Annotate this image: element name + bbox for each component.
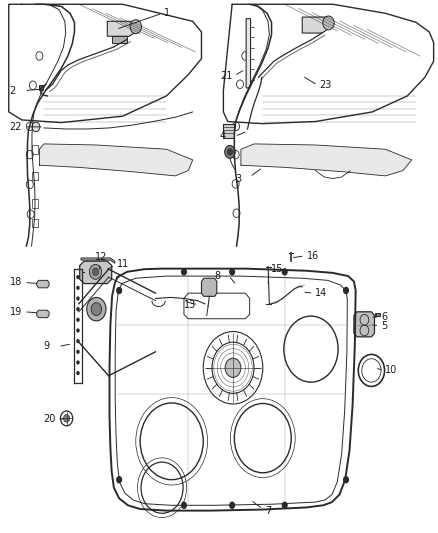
Text: 4: 4: [220, 132, 226, 141]
Circle shape: [181, 502, 187, 509]
Text: 20: 20: [43, 415, 55, 424]
Text: 13: 13: [184, 300, 196, 310]
Circle shape: [116, 476, 122, 483]
Text: 18: 18: [10, 278, 22, 287]
Circle shape: [76, 360, 80, 365]
Circle shape: [323, 16, 334, 30]
Text: 7: 7: [265, 506, 271, 515]
Circle shape: [64, 415, 70, 422]
Circle shape: [76, 371, 80, 375]
Polygon shape: [354, 312, 374, 337]
Text: 23: 23: [320, 80, 332, 90]
Circle shape: [282, 502, 288, 509]
Circle shape: [92, 268, 99, 276]
Polygon shape: [107, 21, 136, 36]
Polygon shape: [37, 310, 49, 318]
Polygon shape: [201, 278, 217, 296]
Circle shape: [282, 268, 288, 276]
Circle shape: [229, 268, 235, 276]
Text: 14: 14: [315, 288, 328, 298]
PathPatch shape: [241, 144, 412, 176]
Text: 5: 5: [381, 321, 387, 331]
Polygon shape: [302, 17, 328, 33]
Circle shape: [181, 268, 187, 276]
Text: 10: 10: [385, 366, 398, 375]
Polygon shape: [376, 313, 380, 316]
Circle shape: [87, 297, 106, 321]
Text: 15: 15: [271, 264, 283, 274]
Polygon shape: [112, 36, 127, 43]
Text: 1: 1: [164, 9, 170, 18]
Circle shape: [76, 307, 80, 311]
Circle shape: [32, 122, 40, 132]
Circle shape: [116, 287, 122, 294]
Text: 3: 3: [236, 174, 242, 184]
Circle shape: [76, 286, 80, 290]
Circle shape: [225, 358, 241, 377]
Polygon shape: [37, 280, 49, 288]
Circle shape: [130, 20, 141, 34]
Polygon shape: [39, 85, 43, 90]
Circle shape: [91, 303, 102, 316]
Circle shape: [76, 328, 80, 333]
PathPatch shape: [39, 144, 193, 176]
Polygon shape: [81, 258, 115, 263]
Text: 2: 2: [10, 86, 16, 95]
Text: 16: 16: [307, 251, 319, 261]
Text: 19: 19: [10, 307, 22, 317]
Text: 6: 6: [381, 312, 387, 322]
Text: 21: 21: [220, 71, 232, 80]
Text: 9: 9: [44, 342, 50, 351]
Text: 12: 12: [95, 252, 107, 262]
Circle shape: [89, 264, 102, 279]
Circle shape: [343, 287, 349, 294]
Circle shape: [76, 350, 80, 354]
Circle shape: [76, 318, 80, 322]
Circle shape: [227, 149, 233, 155]
Polygon shape: [246, 19, 251, 88]
Circle shape: [76, 275, 80, 279]
Text: 8: 8: [215, 271, 221, 280]
Circle shape: [229, 502, 235, 509]
Circle shape: [343, 476, 349, 483]
Polygon shape: [80, 261, 112, 284]
Circle shape: [225, 146, 235, 158]
Text: 22: 22: [10, 122, 22, 132]
Polygon shape: [223, 124, 234, 138]
Text: 11: 11: [117, 259, 130, 269]
Circle shape: [76, 339, 80, 343]
Circle shape: [76, 296, 80, 301]
